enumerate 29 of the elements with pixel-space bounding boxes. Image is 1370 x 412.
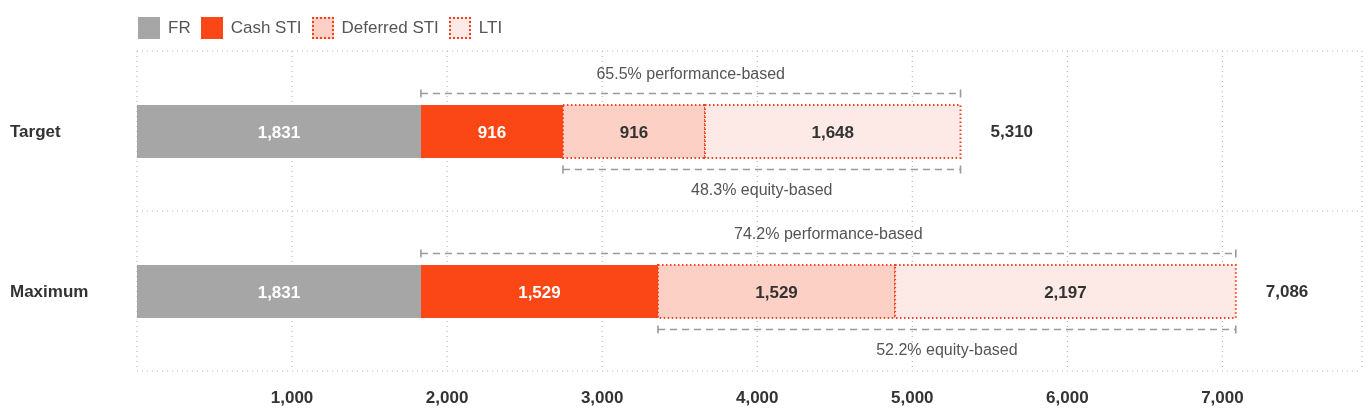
bar [137, 105, 421, 158]
bar [137, 265, 421, 318]
data-label: 2,197 [1044, 282, 1087, 302]
annotation: 74.2% performance-based [734, 224, 923, 242]
legend-label: Deferred STI [341, 18, 439, 38]
data-label: 1,648 [811, 122, 855, 142]
total-label: 5,310 [990, 122, 1034, 141]
data-label: 916 [477, 122, 507, 142]
x-tick-label: 6,000 [1046, 388, 1089, 408]
total-label: 7,086 [1265, 282, 1309, 301]
data-label: 1,529 [518, 282, 561, 302]
x-tick-label: 5,000 [891, 388, 934, 408]
legend-label: LTI [478, 18, 503, 38]
y-tick-label: Target [10, 122, 62, 141]
data-label: 1,831 [257, 282, 301, 302]
y-tick-label: Maximum [10, 282, 89, 301]
annotation: 65.5% performance-based [596, 64, 786, 82]
data-label: 1,831 [257, 122, 301, 142]
data-label: 916 [619, 122, 649, 142]
x-tick-label: 7,000 [1201, 388, 1244, 408]
legend-label: FR [168, 18, 191, 38]
x-tick-label: 4,000 [735, 388, 779, 408]
annotation: 52.2% equity-based [876, 340, 1018, 358]
x-tick-label: 2,000 [425, 388, 469, 408]
annotation: 48.3% equity-based [691, 180, 833, 198]
legend-label: Cash STI [230, 18, 302, 38]
x-tick-label: 1,000 [270, 388, 314, 408]
data-label: 1,529 [755, 282, 798, 302]
x-tick-label: 3,000 [580, 388, 624, 408]
